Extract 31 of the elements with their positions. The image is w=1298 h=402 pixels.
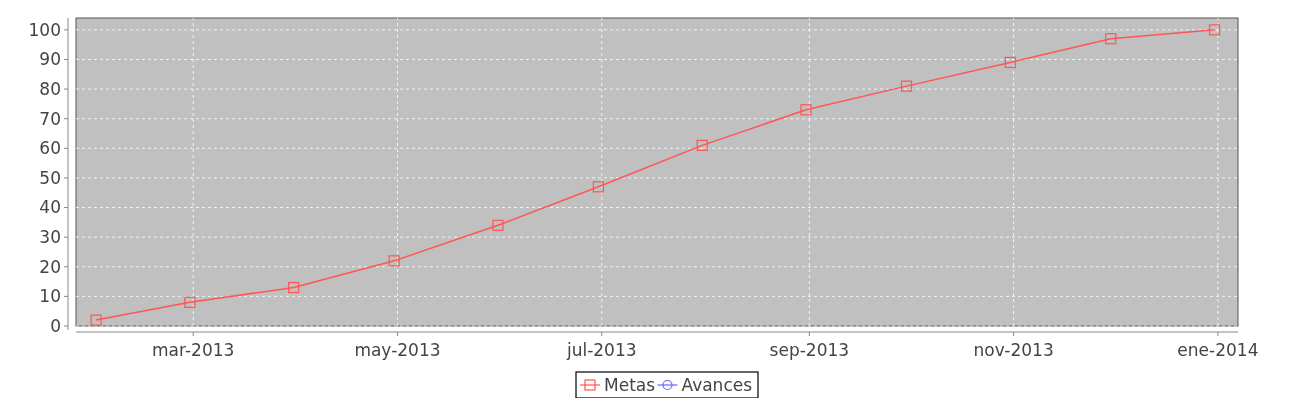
x-tick-label: ene-2014	[1177, 340, 1259, 360]
y-tick-label: 10	[39, 286, 61, 307]
point	[696, 139, 708, 151]
point	[1208, 24, 1221, 36]
x-tick-label: may-2013	[354, 340, 441, 360]
x-tick-label: mar-2013	[152, 340, 235, 360]
y-tick-label: 100	[28, 19, 61, 40]
point	[90, 314, 102, 326]
x-tick-label: nov-2013	[973, 340, 1054, 360]
point	[388, 255, 400, 267]
y-tick-label: 50	[39, 167, 61, 188]
point	[288, 281, 300, 294]
legend-label: Metas	[604, 374, 656, 395]
point	[492, 219, 504, 231]
y-tick-label: 70	[39, 108, 61, 129]
point	[900, 80, 913, 92]
y-tick-label: 60	[39, 138, 61, 159]
point	[800, 104, 812, 116]
y-tick-label: 90	[39, 49, 61, 70]
point	[1105, 33, 1117, 45]
point	[1004, 56, 1016, 69]
x-tick-label: jul-2013	[565, 340, 637, 360]
point	[184, 296, 196, 308]
y-tick-label: 80	[39, 79, 61, 100]
y-tick-label: 30	[39, 227, 61, 248]
y-tick-label: 0	[50, 315, 61, 336]
x-tick-label: sep-2013	[769, 340, 850, 360]
legend-label: Avances	[681, 374, 753, 395]
y-tick-label: 40	[39, 197, 61, 218]
point	[592, 181, 604, 193]
y-tick-label: 20	[39, 256, 61, 277]
